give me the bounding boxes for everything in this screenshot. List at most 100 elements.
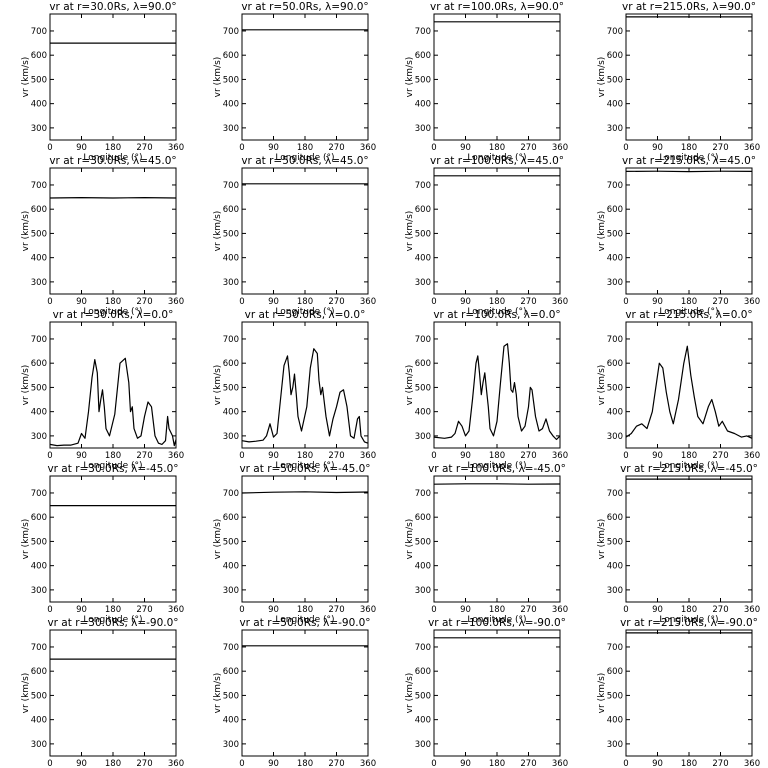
y-tick-label: 500	[223, 383, 239, 393]
x-axis-label: Longitude (°)	[83, 307, 142, 317]
y-tick-label: 400	[31, 100, 47, 110]
y-tick-label: 500	[415, 537, 431, 547]
y-tick-label: 300	[223, 124, 239, 134]
y-tick-label: 700	[415, 181, 431, 191]
x-tick-label: 0	[431, 605, 436, 615]
x-tick-label: 270	[328, 451, 344, 461]
plot-frame	[433, 629, 561, 757]
speed-curve	[49, 357, 177, 447]
x-tick-label: 180	[105, 605, 121, 615]
y-tick-label: 500	[31, 691, 47, 701]
y-tick-label: 500	[607, 691, 623, 701]
speed-curve	[625, 345, 753, 439]
y-tick-label: 600	[31, 667, 47, 677]
x-tick-label: 270	[328, 759, 344, 768]
x-tick-label: 180	[297, 759, 313, 768]
x-tick-label: 270	[520, 605, 536, 615]
y-tick-label: 700	[415, 489, 431, 499]
x-axis-label: Longitude (°)	[467, 307, 526, 317]
panel-title: vr at r=215.0Rs, λ=0.0°	[625, 309, 752, 321]
x-tick-label: 180	[297, 451, 313, 461]
panel-title: vr at r=215.0Rs, λ=-90.0°	[620, 617, 758, 629]
x-tick-label: 0	[623, 605, 628, 615]
y-tick-label: 500	[415, 75, 431, 85]
x-tick-label: 90	[652, 297, 663, 307]
x-tick-label: 90	[652, 605, 663, 615]
x-tick-label: 0	[239, 451, 244, 461]
x-tick-label: 360	[168, 143, 184, 153]
x-tick-label: 0	[239, 143, 244, 153]
x-tick-label: 180	[681, 759, 697, 768]
y-tick-label: 700	[31, 335, 47, 345]
x-tick-label: 90	[460, 297, 471, 307]
y-tick-label: 600	[31, 51, 47, 61]
panel-title: vr at r=100.0Rs, λ=-45.0°	[428, 463, 566, 475]
y-tick-label: 300	[415, 432, 431, 442]
y-tick-label: 600	[223, 51, 239, 61]
y-tick-label: 600	[223, 205, 239, 215]
panel-title: vr at r=100.0Rs, λ=-90.0°	[428, 617, 566, 629]
plot-frame	[625, 629, 753, 757]
panel-title: vr at r=30.0Rs, λ=90.0°	[49, 1, 176, 13]
panel-title: vr at r=215.0Rs, λ=90.0°	[622, 1, 756, 13]
plot-frame	[49, 167, 177, 295]
panel-title: vr at r=215.0Rs, λ=-45.0°	[620, 463, 758, 475]
x-tick-label: 360	[168, 759, 184, 768]
y-tick-label: 300	[415, 124, 431, 134]
y-axis-label: vr (km/s)	[597, 211, 607, 252]
panel-13: vr at r=30.0Rs, λ=-45.0° 0 90 180 270 360 300 4…	[21, 463, 184, 625]
y-axis-label: vr (km/s)	[597, 519, 607, 560]
y-axis-label: vr (km/s)	[405, 365, 415, 406]
y-axis-label: vr (km/s)	[21, 519, 31, 560]
x-tick-label: 270	[328, 297, 344, 307]
x-axis-label: Longitude (°)	[467, 153, 526, 163]
y-tick-label: 300	[223, 586, 239, 596]
x-tick-label: 360	[552, 605, 568, 615]
x-tick-label: 270	[328, 143, 344, 153]
plot-frame	[49, 629, 177, 757]
x-tick-label: 270	[136, 605, 152, 615]
y-tick-label: 500	[607, 75, 623, 85]
panel-3: vr at r=100.0Rs, λ=90.0° 0 90 180 270 360 300 4…	[405, 1, 568, 163]
y-tick-label: 500	[415, 383, 431, 393]
speed-curve	[241, 491, 369, 494]
x-tick-label: 90	[268, 297, 279, 307]
y-tick-label: 700	[607, 27, 623, 37]
x-tick-label: 180	[489, 605, 505, 615]
y-tick-label: 700	[415, 27, 431, 37]
x-tick-label: 90	[460, 605, 471, 615]
y-tick-label: 400	[223, 408, 239, 418]
plot-frame	[241, 167, 369, 295]
y-tick-label: 500	[31, 537, 47, 547]
x-tick-label: 180	[489, 759, 505, 768]
y-tick-label: 300	[607, 432, 623, 442]
y-tick-label: 400	[31, 408, 47, 418]
y-tick-label: 300	[31, 278, 47, 288]
y-axis-label: vr (km/s)	[213, 57, 223, 98]
y-tick-label: 600	[31, 513, 47, 523]
x-tick-label: 0	[47, 451, 52, 461]
plot-frame	[241, 629, 369, 757]
x-tick-label: 0	[47, 297, 52, 307]
panel-title: vr at r=100.0Rs, λ=90.0°	[430, 1, 564, 13]
y-tick-label: 400	[607, 716, 623, 726]
y-tick-label: 300	[31, 586, 47, 596]
y-tick-label: 600	[415, 205, 431, 215]
y-axis-label: vr (km/s)	[405, 673, 415, 714]
x-axis-label: Longitude (°)	[659, 307, 718, 317]
y-tick-label: 300	[607, 740, 623, 750]
x-tick-label: 90	[460, 759, 471, 768]
x-tick-label: 270	[712, 297, 728, 307]
x-tick-label: 360	[168, 297, 184, 307]
y-tick-label: 400	[223, 254, 239, 264]
y-axis-label: vr (km/s)	[213, 673, 223, 714]
x-tick-label: 90	[652, 759, 663, 768]
panel-title: vr at r=100.0Rs, λ=0.0°	[433, 309, 560, 321]
panel-title: vr at r=100.0Rs, λ=45.0°	[430, 155, 564, 167]
y-axis-label: vr (km/s)	[213, 211, 223, 252]
x-tick-label: 360	[552, 143, 568, 153]
x-tick-label: 90	[460, 451, 471, 461]
y-tick-label: 600	[415, 513, 431, 523]
panel-5: vr at r=30.0Rs, λ=45.0° 0 90 180 270 360 300 40…	[21, 155, 184, 317]
